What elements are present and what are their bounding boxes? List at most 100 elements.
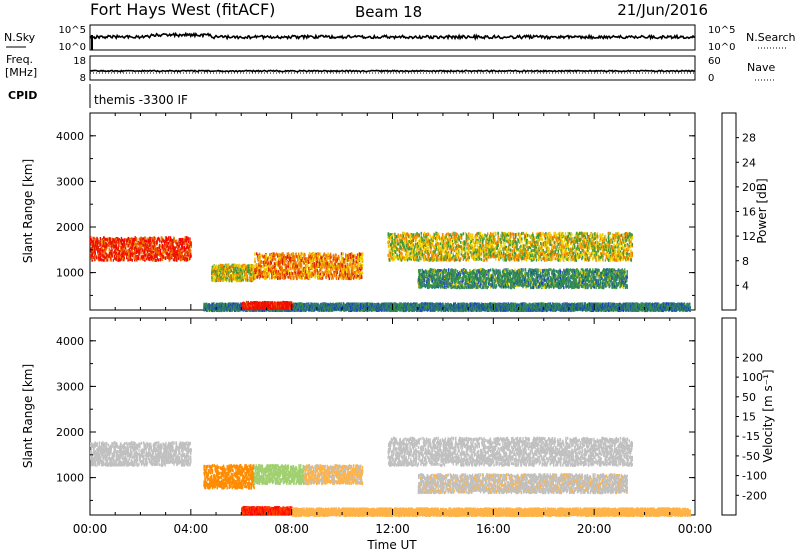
data-cell — [155, 245, 156, 248]
nave-tick-bottom: 0 — [708, 73, 714, 84]
data-cell — [132, 253, 133, 256]
data-cell — [166, 237, 167, 240]
data-cell — [144, 257, 145, 260]
data-cell — [237, 264, 238, 267]
data-cell — [187, 258, 188, 261]
data-cell — [242, 272, 243, 275]
data-cell — [183, 238, 184, 241]
data-cell — [144, 249, 145, 252]
data-cell — [139, 252, 140, 255]
data-cell — [163, 240, 164, 243]
data-cell — [134, 242, 135, 245]
data-cell — [101, 259, 102, 262]
data-cell — [124, 243, 125, 246]
data-cell — [254, 253, 255, 256]
data-cell — [145, 237, 146, 240]
data-cell — [136, 239, 137, 242]
data-cell — [119, 250, 120, 253]
freq-unit-label: [MHz] — [5, 66, 37, 79]
freq-line — [90, 70, 695, 71]
data-cell — [104, 238, 105, 241]
data-cell — [140, 258, 141, 261]
data-cell — [188, 240, 189, 243]
data-cell — [95, 252, 96, 255]
data-cell — [187, 253, 188, 256]
data-cell — [168, 242, 169, 245]
data-cell — [147, 250, 148, 253]
data-cell — [186, 236, 187, 239]
data-cell — [175, 254, 176, 257]
nave-label: Nave — [747, 61, 775, 74]
data-cell — [256, 252, 257, 255]
data-cell — [106, 245, 107, 248]
data-cell — [235, 264, 236, 267]
date-label: 21/Jun/2016 — [617, 1, 708, 19]
data-cell — [165, 256, 166, 259]
noise-tick-right-bottom: 10^0 — [708, 42, 735, 53]
data-cell — [159, 240, 160, 243]
data-cell — [132, 259, 133, 262]
data-cell — [103, 259, 104, 262]
data-cell — [180, 258, 181, 261]
data-cell — [167, 245, 168, 248]
data-cell — [250, 273, 251, 276]
data-cell — [173, 258, 174, 261]
data-cell — [126, 242, 127, 245]
data-cell — [112, 255, 113, 258]
data-cell — [261, 261, 262, 264]
data-cell — [144, 253, 145, 256]
cpid-value: themis -3300 IF — [94, 93, 188, 107]
data-cell — [261, 267, 262, 270]
data-cell — [121, 242, 122, 245]
data-cell — [169, 257, 170, 260]
data-cell — [97, 238, 98, 241]
data-cell — [100, 237, 101, 240]
noise-trace — [90, 34, 695, 51]
freq-label: Freq. — [6, 53, 33, 66]
data-cell — [189, 237, 190, 240]
data-cell — [183, 243, 184, 246]
data-cell — [264, 277, 265, 280]
freq-tick-top: 18 — [73, 56, 86, 67]
data-cell — [148, 253, 149, 256]
data-cell — [100, 243, 101, 246]
data-cell — [250, 264, 251, 267]
data-cell — [229, 266, 230, 269]
data-cell — [182, 244, 183, 247]
data-cell — [98, 246, 99, 249]
data-cell — [130, 258, 131, 261]
data-cell — [145, 254, 146, 257]
data-cell — [151, 243, 152, 246]
data-cell — [163, 256, 164, 259]
nave-tick-top: 60 — [708, 56, 721, 67]
data-cell — [149, 244, 150, 247]
data-cell — [127, 259, 128, 262]
data-cell — [264, 268, 265, 271]
data-cell — [177, 243, 178, 246]
data-cell — [94, 258, 95, 261]
data-cell — [127, 249, 128, 252]
data-cell — [227, 264, 228, 267]
data-cell — [113, 259, 114, 262]
data-cell — [154, 241, 155, 244]
data-cell — [124, 256, 125, 259]
data-cell — [159, 244, 160, 247]
noise-tick-right-top: 10^5 — [708, 25, 735, 36]
data-cell — [190, 249, 191, 252]
data-cell — [135, 246, 136, 249]
nsky-label: N.Sky — [4, 31, 36, 44]
noise-sky-line — [90, 34, 695, 39]
data-cell — [94, 255, 95, 258]
data-cell — [262, 265, 263, 268]
data-cell — [155, 237, 156, 240]
data-cell — [247, 279, 248, 282]
data-cell — [118, 247, 119, 250]
data-cell — [254, 257, 255, 260]
data-cell — [110, 250, 111, 253]
data-cell — [111, 252, 112, 255]
data-cell — [256, 264, 257, 267]
freq-panel-frame — [90, 56, 695, 80]
data-cell — [253, 277, 254, 280]
data-cell — [156, 259, 157, 262]
